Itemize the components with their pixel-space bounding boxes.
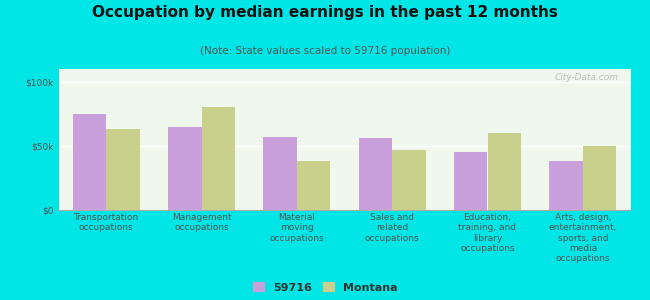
Text: Occupation by median earnings in the past 12 months: Occupation by median earnings in the pas… xyxy=(92,4,558,20)
Bar xyxy=(488,133,521,210)
Bar xyxy=(202,107,235,210)
Text: City-Data.com: City-Data.com xyxy=(555,73,619,82)
Bar xyxy=(73,114,106,210)
Bar xyxy=(549,161,583,210)
Bar xyxy=(359,138,392,210)
Bar xyxy=(454,152,488,210)
Bar xyxy=(297,161,330,210)
Bar xyxy=(106,129,140,210)
Bar xyxy=(583,146,616,210)
Text: (Note: State values scaled to 59716 population): (Note: State values scaled to 59716 popu… xyxy=(200,46,450,56)
Bar xyxy=(263,137,297,210)
Legend: 59716, Montana: 59716, Montana xyxy=(248,278,402,297)
Bar xyxy=(168,127,202,210)
Bar xyxy=(392,150,426,210)
